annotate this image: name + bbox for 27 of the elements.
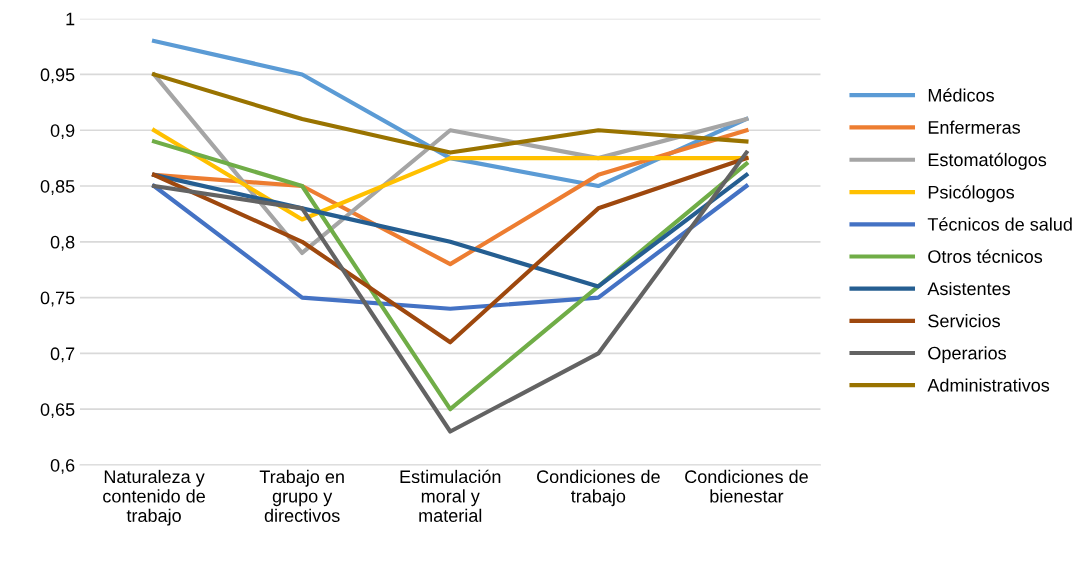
legend-label: Asistentes	[927, 281, 1011, 296]
y-tick-label: 1	[66, 12, 75, 26]
x-tick-label: Condiciones de trabajo	[537, 469, 660, 507]
x-tick-label: Estimulación moral y material	[400, 469, 501, 523]
x-tick-label: Naturaleza y contenido de trabajo	[103, 469, 205, 526]
legend-label: Servicios	[928, 314, 1000, 328]
x-tick-label: Condiciones de bienestar	[685, 469, 808, 503]
y-tick-label: 0,95	[40, 68, 75, 84]
legend-label: Otros técnicos	[928, 249, 1043, 263]
y-tick-label: 0,6	[50, 458, 75, 474]
line-series	[151, 172, 749, 289]
y-tick-label: 0,7	[50, 347, 75, 363]
y-tick-label: 0,65	[40, 403, 75, 419]
y-tick-label: 0,85	[40, 179, 75, 195]
y-tick-label: 0,9	[50, 124, 75, 140]
legend-label: Técnicos de salud	[927, 217, 1072, 231]
line-series	[151, 72, 749, 155]
x-tick-label: Trabajo en grupo y directivos	[259, 469, 344, 523]
legend-label: Operarios	[928, 346, 1006, 364]
legend-label: Médicos	[928, 88, 994, 102]
legend-label: Psicólogos	[928, 185, 1015, 203]
legend-label: Administrativos	[927, 378, 1050, 392]
y-tick-label: 0,75	[40, 291, 75, 307]
line-series	[151, 156, 749, 345]
legend-label: Estomatólogos	[928, 152, 1047, 170]
legend-label: Enfermeras	[928, 120, 1021, 134]
y-tick-label: 0,8	[50, 235, 75, 251]
